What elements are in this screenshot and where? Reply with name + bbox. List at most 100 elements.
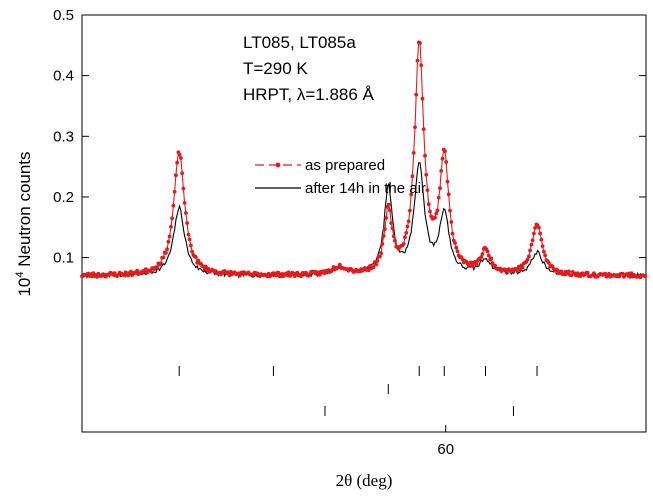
data-point bbox=[184, 211, 188, 215]
annotation-samples: LT085, LT085a bbox=[243, 33, 356, 52]
data-point bbox=[486, 253, 491, 258]
data-point bbox=[444, 160, 449, 164]
data-point bbox=[383, 227, 387, 232]
data-point bbox=[415, 58, 420, 63]
data-point bbox=[518, 267, 522, 272]
data-point bbox=[543, 253, 547, 258]
data-point bbox=[164, 251, 168, 255]
annotation-temperature: T=290 K bbox=[243, 59, 308, 78]
data-point bbox=[159, 261, 163, 266]
data-point bbox=[161, 255, 166, 260]
data-point bbox=[489, 256, 494, 261]
data-point bbox=[317, 272, 322, 277]
series-layer bbox=[80, 40, 648, 280]
data-point bbox=[378, 254, 382, 259]
data-point bbox=[480, 252, 485, 256]
plot-frame bbox=[81, 14, 647, 433]
data-point bbox=[405, 224, 410, 229]
data-point bbox=[167, 234, 172, 239]
data-point bbox=[384, 216, 389, 220]
data-point bbox=[166, 239, 171, 244]
data-point bbox=[538, 231, 542, 236]
data-point bbox=[170, 216, 175, 221]
legend: as prepared after 14h in the air bbox=[255, 157, 426, 197]
data-point bbox=[371, 265, 376, 270]
data-point bbox=[533, 226, 537, 230]
data-point bbox=[187, 237, 192, 242]
y-tick-label: 0.5 bbox=[53, 7, 74, 24]
y-tick-label: 0.2 bbox=[53, 189, 74, 206]
data-point bbox=[435, 208, 440, 213]
data-point bbox=[181, 186, 186, 191]
data-point bbox=[542, 249, 546, 254]
data-point bbox=[448, 208, 452, 213]
x-tick-label: 60 bbox=[437, 441, 454, 458]
data-point bbox=[276, 270, 281, 275]
data-point bbox=[389, 221, 394, 226]
legend-label-after-air: after 14h in the air bbox=[305, 180, 426, 197]
data-point bbox=[419, 63, 424, 68]
data-point bbox=[527, 254, 531, 259]
data-point bbox=[390, 226, 395, 231]
data-point bbox=[391, 234, 396, 239]
data-point bbox=[423, 153, 427, 158]
data-point bbox=[470, 263, 475, 268]
x-axis: 60 bbox=[437, 425, 454, 458]
data-point bbox=[135, 268, 140, 273]
data-point bbox=[547, 261, 551, 265]
data-point bbox=[449, 220, 454, 224]
data-point bbox=[537, 225, 541, 230]
data-point bbox=[237, 273, 242, 278]
y-axis-label: 104 Neutron counts bbox=[14, 151, 34, 296]
data-point bbox=[185, 221, 190, 225]
data-point bbox=[446, 192, 451, 197]
data-point bbox=[393, 238, 397, 243]
data-point bbox=[421, 127, 426, 132]
data-point bbox=[436, 195, 441, 200]
data-point bbox=[540, 244, 545, 249]
data-point bbox=[286, 270, 291, 275]
data-point bbox=[155, 265, 160, 270]
data-point bbox=[172, 189, 177, 194]
data-point bbox=[381, 234, 386, 238]
data-point bbox=[388, 208, 392, 213]
data-point bbox=[375, 259, 380, 263]
reflection-markers bbox=[178, 366, 538, 416]
legend-marker-as-prepared bbox=[275, 162, 281, 168]
data-point bbox=[169, 224, 173, 229]
data-point bbox=[380, 241, 385, 246]
data-point bbox=[204, 264, 208, 269]
y-tick-label: 0.3 bbox=[53, 128, 74, 145]
data-point bbox=[408, 208, 412, 213]
data-point bbox=[404, 231, 409, 235]
x-axis-label: 2θ (deg) bbox=[336, 471, 393, 490]
series-points-as-prepared bbox=[80, 40, 648, 280]
data-point bbox=[434, 211, 439, 216]
data-point bbox=[438, 186, 442, 191]
data-point bbox=[386, 202, 391, 207]
data-point bbox=[406, 219, 411, 224]
data-point bbox=[189, 243, 193, 248]
data-point bbox=[196, 258, 201, 263]
data-point bbox=[424, 172, 429, 177]
data-point bbox=[520, 265, 525, 270]
data-point bbox=[299, 274, 303, 279]
data-point bbox=[428, 209, 432, 214]
data-point bbox=[567, 269, 571, 274]
data-point bbox=[411, 151, 416, 155]
data-point bbox=[179, 156, 183, 160]
data-point bbox=[440, 156, 445, 161]
data-point bbox=[420, 96, 425, 101]
data-point bbox=[379, 251, 384, 256]
data-point bbox=[530, 238, 535, 243]
data-point bbox=[171, 203, 176, 208]
data-point bbox=[629, 271, 634, 276]
data-point bbox=[539, 237, 544, 242]
data-point bbox=[439, 169, 444, 173]
data-point bbox=[180, 171, 185, 176]
data-point bbox=[425, 188, 430, 193]
data-point bbox=[374, 262, 378, 267]
data-point bbox=[403, 235, 407, 240]
data-point bbox=[454, 245, 459, 250]
